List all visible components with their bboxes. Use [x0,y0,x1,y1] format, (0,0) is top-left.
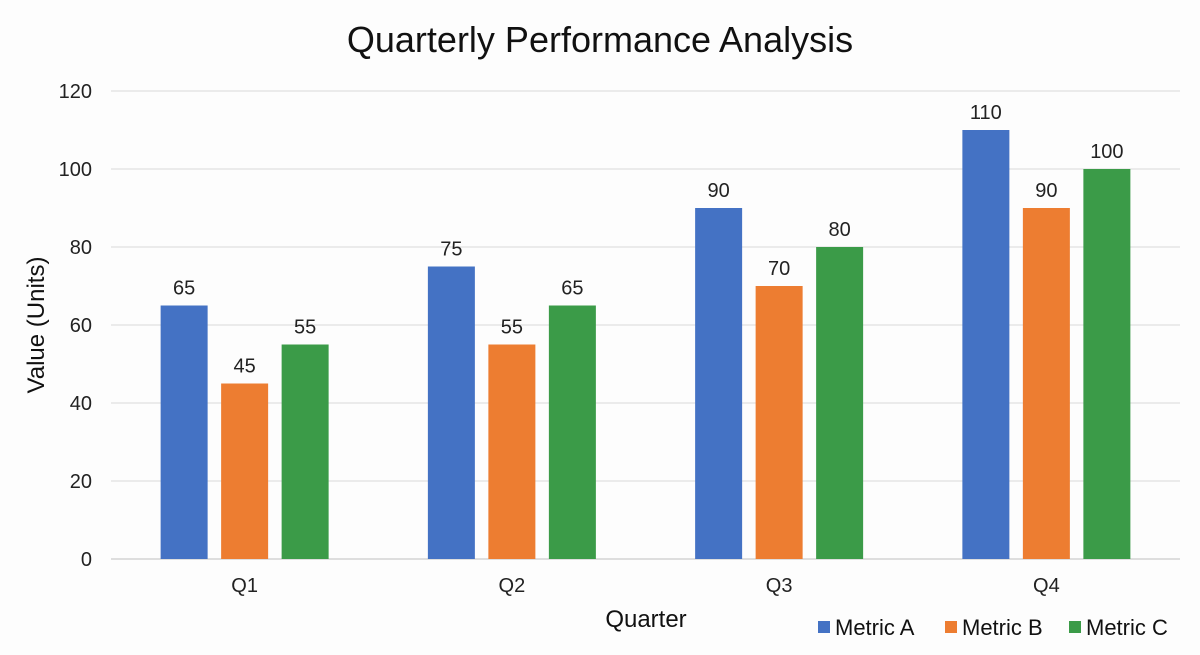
bar-metric-c-q1 [281,344,329,559]
legend-label: Metric A [835,615,915,640]
legend-label: Metric C [1086,615,1168,640]
data-label: 80 [829,219,851,241]
legend-swatch [818,621,830,633]
y-axis-label: Value (Units) [23,257,50,394]
bars: 65 45 55 75 55 65 90 70 80 110 90 100 [160,102,1131,559]
y-axis-ticks: 0 20 40 60 80 100 120 [59,81,92,571]
x-tick-label: Q1 [231,575,258,597]
x-tick-label: Q4 [1033,575,1060,597]
data-label: 55 [501,317,523,339]
y-tick-label: 20 [70,471,92,493]
bar-metric-a-q4 [962,130,1010,559]
y-tick-label: 100 [59,159,92,181]
data-label: 70 [768,258,790,280]
bar-metric-c-q2 [548,305,596,559]
legend-swatch [945,621,957,633]
bar-metric-b-q3 [755,286,803,559]
bar-metric-b-q1 [221,383,269,559]
gridlines [111,90,1180,560]
y-tick-label: 60 [70,315,92,337]
bar-metric-c-q3 [816,247,864,559]
legend-item: Metric B [945,615,1043,640]
y-tick-label: 80 [70,237,92,259]
x-tick-label: Q3 [766,575,793,597]
data-label: 110 [970,102,1002,124]
data-label: 65 [561,278,583,300]
bar-metric-b-q2 [488,344,536,559]
legend-item: Metric A [818,615,915,640]
data-label: 100 [1090,141,1123,163]
legend-item: Metric C [1069,615,1168,640]
bar-metric-c-q4 [1083,169,1131,559]
bar-metric-b-q4 [1022,208,1070,559]
x-axis-label: Quarter [605,606,686,633]
data-label: 45 [234,356,256,378]
legend-label: Metric B [962,615,1043,640]
data-label: 55 [294,317,316,339]
data-label: 65 [173,278,195,300]
x-axis-ticks: Q1 Q2 Q3 Q4 [231,575,1059,597]
x-tick-label: Q2 [499,575,526,597]
bar-metric-a-q3 [695,208,743,559]
y-tick-label: 40 [70,393,92,415]
legend-swatch [1069,621,1081,633]
bar-metric-a-q2 [427,266,475,559]
data-label: 90 [1035,180,1057,202]
chart-title: Quarterly Performance Analysis [347,19,853,60]
legend: Metric A Metric B Metric C [818,615,1168,640]
data-label: 90 [708,180,730,202]
y-tick-label: 0 [81,549,92,571]
bar-metric-a-q1 [160,305,208,559]
data-label: 75 [440,239,462,261]
y-tick-label: 120 [59,81,92,103]
